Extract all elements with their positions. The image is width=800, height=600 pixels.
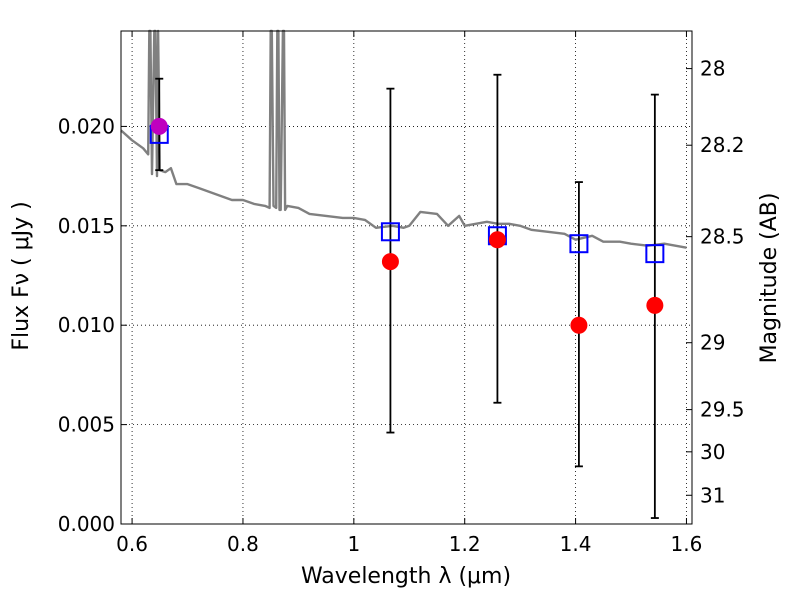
y2-tick-label: 29.5 (700, 398, 745, 422)
y2-tick-label: 29 (700, 331, 725, 355)
y2-axis-label: Magnitude (AB) (757, 193, 782, 364)
ticks: 0.6 0.8 1 1.2 1.4 1.6 0.000 0.005 0.010 0.015 0.02… (58, 31, 745, 556)
y-tick-label: 0.020 (58, 114, 115, 138)
y2-tick-label: 31 (700, 483, 725, 507)
x-tick-label: 1.2 (449, 532, 481, 556)
y-tick-label: 0.000 (58, 512, 115, 536)
y2-tick-label: 28 (700, 57, 725, 81)
x-tick-label: 0.8 (227, 532, 259, 556)
x-tick-label: 1 (347, 532, 360, 556)
observed-point (488, 231, 506, 249)
model-square-point (569, 234, 589, 254)
model-squares (149, 124, 665, 264)
y-tick-label: 0.015 (58, 214, 115, 238)
error-bars (155, 73, 659, 519)
x-tick-label: 1.6 (671, 532, 703, 556)
x-tick-label: 1.4 (560, 532, 592, 556)
model-square-point (380, 222, 400, 242)
y-tick-label: 0.005 (58, 413, 115, 437)
y2-tick-label: 30 (700, 440, 725, 464)
y-tick-label: 0.010 (58, 313, 115, 337)
y-axis-label: Flux Fν ( μJy ) (9, 201, 34, 350)
model-spectrum (120, 29, 687, 249)
plot-frame (120, 30, 693, 525)
observed-point (570, 316, 588, 334)
observed-point (381, 253, 399, 271)
y2-tick-label: 28.5 (700, 225, 745, 249)
grid (121, 31, 692, 525)
observed-point (150, 117, 168, 135)
model-square-point (645, 244, 665, 264)
spectrum-line (120, 29, 687, 249)
observed-point (646, 296, 664, 314)
x-axis-label: Wavelength λ (μm) (301, 564, 511, 589)
x-tick-label: 0.6 (116, 532, 148, 556)
observed-points (150, 117, 664, 334)
y2-tick-label: 28.2 (700, 133, 745, 157)
